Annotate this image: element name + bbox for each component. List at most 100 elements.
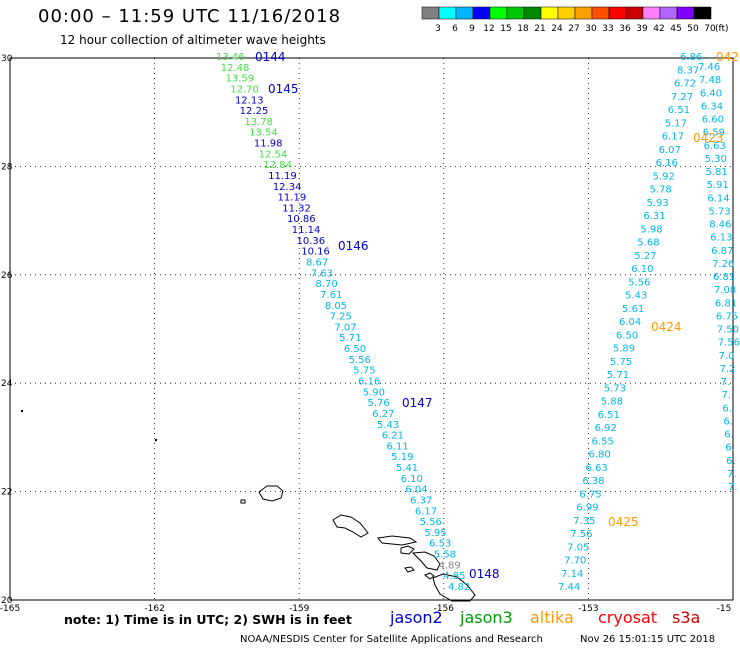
- island-outline: [400, 545, 415, 555]
- map-title: 00:00 – 11:59 UTC 11/16/2018: [38, 6, 342, 27]
- wave-height-label: 7.27: [671, 92, 693, 103]
- wave-height-label: 6.13: [710, 233, 732, 244]
- wave-height-label: 8.05: [325, 301, 347, 312]
- scale-label: 15: [500, 24, 511, 34]
- wave-height-label: 6.27: [372, 409, 394, 420]
- wave-height-label: 5.43: [377, 420, 399, 431]
- wave-height-label: 6.: [722, 403, 732, 414]
- wave-height-label: 7.: [727, 469, 737, 480]
- legend-s3a: s3a: [672, 608, 701, 627]
- wave-height-label: 11.32: [282, 203, 311, 214]
- scale-unit: (ft): [715, 24, 729, 34]
- wave-height-label: 6.37: [410, 495, 432, 506]
- wave-height-label: 6.10: [401, 474, 423, 485]
- pass-id-label: 0146: [338, 239, 369, 253]
- scale-label: 45: [670, 24, 681, 34]
- lon-label: -162: [144, 604, 164, 614]
- wave-height-label: 6.50: [344, 344, 366, 355]
- lon-label: -153: [578, 604, 598, 614]
- wave-height-label: 5.81: [706, 167, 728, 178]
- wave-height-label: 5.71: [607, 370, 629, 381]
- wave-height-label: 6.: [726, 456, 736, 467]
- wave-height-label: 5.71: [339, 333, 361, 344]
- lat-label: 24: [1, 379, 13, 389]
- wave-height-label: 5.43: [625, 291, 647, 302]
- scale-label: 21: [534, 24, 545, 34]
- scale-label: 6: [452, 24, 458, 34]
- wave-height-label: 6.04: [405, 485, 427, 496]
- wave-height-label: 6.51: [668, 105, 690, 116]
- wave-height-label: 5.56: [349, 355, 371, 366]
- lat-label: 26: [1, 271, 13, 281]
- wave-height-label: 7.56: [570, 529, 592, 540]
- island-dot: [21, 410, 23, 412]
- wave-height-label: 7.25: [330, 312, 352, 323]
- wave-height-label: 7.07: [334, 322, 356, 333]
- wave-height-label: 5.88: [601, 397, 623, 408]
- wave-height-label: 5.27: [634, 251, 656, 262]
- wave-height-label: 7.50: [717, 325, 739, 336]
- wave-height-label: 12.54: [259, 149, 288, 160]
- wave-height-label: 11.19: [278, 193, 307, 204]
- scale-label: 42: [653, 24, 664, 34]
- wave-height-label: 8.70: [315, 279, 337, 290]
- wave-height-label: 5.98: [640, 224, 662, 235]
- island-outline: [240, 499, 246, 504]
- wave-height-label: 6.59: [703, 128, 725, 139]
- wave-height-label: 5.95: [424, 528, 446, 539]
- pass-id-label: 042: [716, 50, 739, 64]
- wave-height-label: 7.14: [561, 569, 583, 580]
- wave-height-label: 7.35: [573, 516, 595, 527]
- wave-height-label: 5.56: [420, 517, 442, 528]
- wave-height-label: 7.2: [720, 364, 736, 375]
- wave-height-label: 6.75: [579, 489, 601, 500]
- wave-height-label: 5.19: [391, 452, 413, 463]
- wave-height-label: 6.21: [382, 431, 404, 442]
- wave-height-label: 5.30: [705, 154, 727, 165]
- map-subtitle: 12 hour collection of altimeter wave hei…: [60, 33, 326, 47]
- wave-height-label: 6.72: [674, 79, 696, 90]
- wave-height-label: 6.11: [386, 441, 408, 452]
- wave-height-label: 12.70: [230, 84, 259, 95]
- lat-label: 28: [1, 162, 13, 172]
- pass-id-label: 0144: [255, 50, 286, 64]
- wave-height-label: 5.73: [604, 383, 626, 394]
- scale-label: 39: [636, 24, 648, 34]
- lat-label: 20: [1, 596, 13, 606]
- wave-height-label: 7.08: [714, 285, 736, 296]
- wave-height-label: 7.: [721, 377, 731, 388]
- pass-id-label: 0147: [402, 396, 433, 410]
- wave-height-label: 6.31: [643, 211, 665, 222]
- wave-height-label: 6.14: [707, 193, 729, 204]
- wave-height-label: 5.58: [434, 550, 456, 561]
- wave-height-label: 7.70: [564, 556, 586, 567]
- island-outline: [424, 572, 435, 580]
- wave-height-label: 4.89: [439, 560, 461, 571]
- map-frame: [9, 57, 734, 601]
- wave-height-label: 6.81: [713, 272, 735, 283]
- wave-height-label: 5.75: [610, 357, 632, 368]
- island-outline: [258, 485, 284, 502]
- wave-height-label: 7.44: [558, 582, 580, 593]
- wave-height-label: 6.81: [715, 298, 737, 309]
- wave-height-label: 6.38: [582, 476, 604, 487]
- graticule: [10, 58, 733, 600]
- wave-height-label: 13.59: [225, 74, 254, 85]
- island-outline: [404, 566, 415, 573]
- wave-height-label: 5.92: [653, 171, 675, 182]
- pass-id-label: 0425: [608, 515, 639, 529]
- wave-height-label: 12.25: [240, 106, 269, 117]
- wave-height-label: 12.84: [263, 160, 292, 171]
- wave-height-label: 7.56: [718, 338, 740, 349]
- wave-height-label: 4.85: [443, 571, 465, 582]
- wave-height-label: 6.16: [358, 376, 380, 387]
- wave-height-label: 12.13: [235, 95, 264, 106]
- track-east-b: 7.46 7.48 6.40 6.34 6.60 6.59 6.63 5.30 5.81 5.91…: [698, 62, 740, 493]
- scale-label: 30: [585, 24, 597, 34]
- wave-height-label: 5.91: [706, 180, 728, 191]
- lon-label: -15: [717, 604, 732, 614]
- track-east-a: 6.86 8.37 6.72 7.27 6.51 5.17 6.17 6.07 6.16 5.92…: [558, 52, 702, 593]
- wave-height-label: 12.34: [273, 182, 302, 193]
- wave-height-label: 6.: [724, 430, 734, 441]
